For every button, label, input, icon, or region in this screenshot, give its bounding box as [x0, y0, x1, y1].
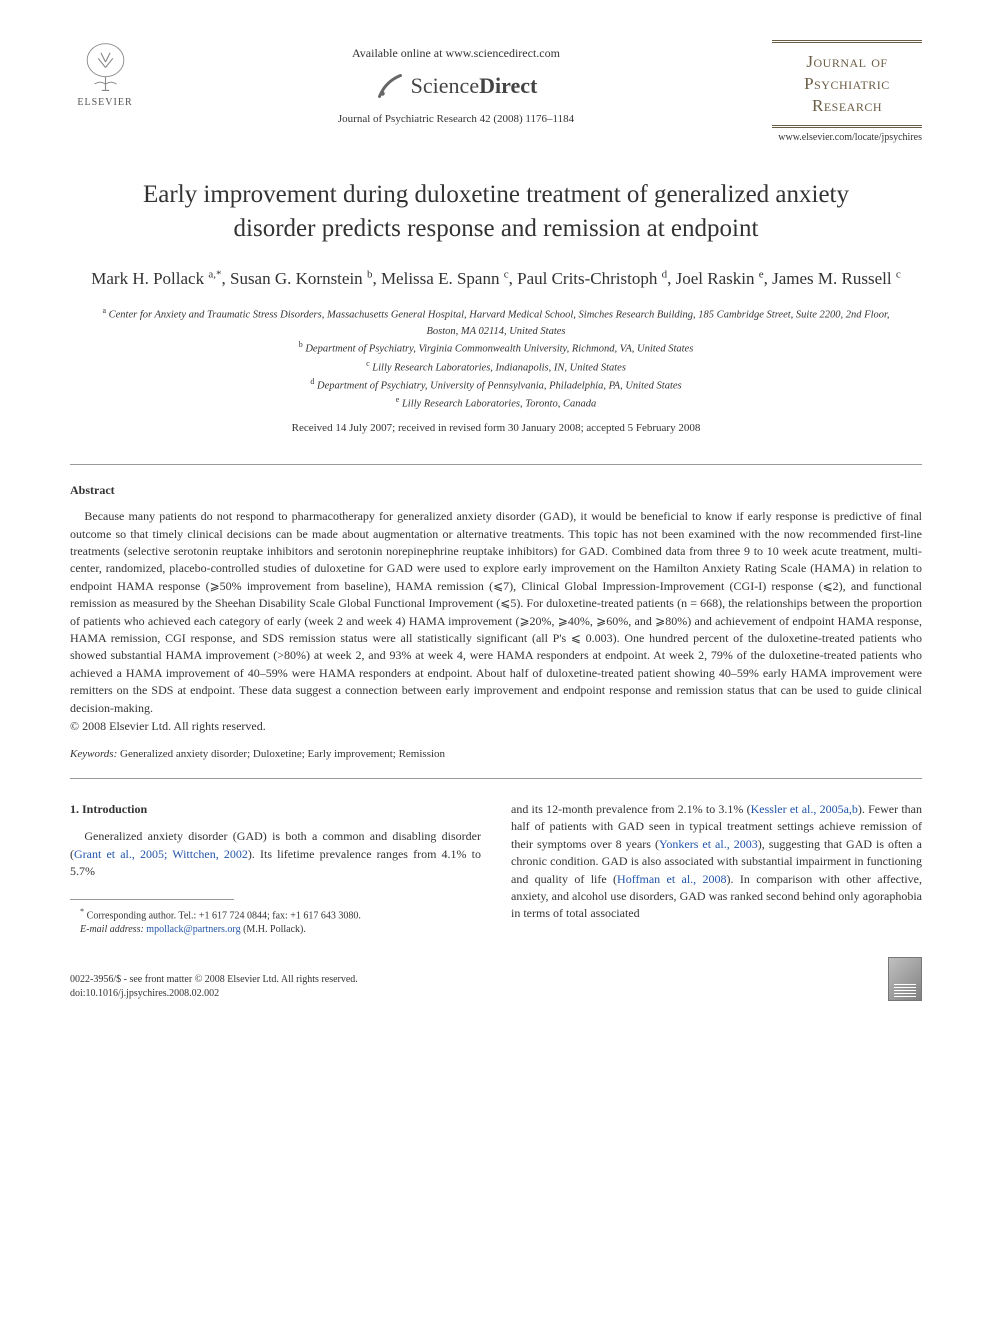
abstract-copyright: © 2008 Elsevier Ltd. All rights reserved…	[70, 719, 922, 734]
abstract-heading: Abstract	[70, 483, 922, 498]
journal-box-wrapper: Journal of Psychiatric Research www.else…	[772, 40, 922, 143]
corresponding-author-footnote: * Corresponding author. Tel.: +1 617 724…	[70, 906, 481, 923]
intro-right-para: and its 12-month prevalence from 2.1% to…	[511, 801, 922, 923]
footer-issn: 0022-3956/$ - see front matter © 2008 El…	[70, 973, 358, 987]
intro-right-pre: and its 12-month prevalence from 2.1% to…	[511, 802, 751, 816]
divider-bottom	[70, 778, 922, 779]
abstract-body: Because many patients do not respond to …	[70, 508, 922, 717]
email-footnote: E-mail address: mpollack@partners.org (M…	[70, 923, 481, 937]
footnote-corresponding: Corresponding author. Tel.: +1 617 724 0…	[87, 910, 361, 921]
elsevier-logo: ELSEVIER	[70, 40, 140, 108]
article-title: Early improvement during duloxetine trea…	[100, 178, 892, 246]
journal-title-box: Journal of Psychiatric Research	[772, 40, 922, 128]
affiliations-list: a Center for Anxiety and Traumatic Stres…	[100, 305, 892, 412]
right-column: and its 12-month prevalence from 2.1% to…	[511, 801, 922, 937]
keywords-line: Keywords: Generalized anxiety disorder; …	[70, 748, 922, 760]
footer-left: 0022-3956/$ - see front matter © 2008 El…	[70, 973, 358, 1001]
received-dates: Received 14 July 2007; received in revis…	[70, 422, 922, 434]
divider-top	[70, 464, 922, 465]
author-email-link[interactable]: mpollack@partners.org	[146, 924, 240, 935]
intro-left-para: Generalized anxiety disorder (GAD) is bo…	[70, 828, 481, 880]
journal-citation: Journal of Psychiatric Research 42 (2008…	[140, 113, 772, 125]
page-footer: 0022-3956/$ - see front matter © 2008 El…	[70, 957, 922, 1001]
affiliation-item: a Center for Anxiety and Traumatic Stres…	[100, 305, 892, 339]
journal-url: www.elsevier.com/locate/jpsychires	[772, 132, 922, 143]
affiliation-item: c Lilly Research Laboratories, Indianapo…	[100, 358, 892, 376]
elsevier-tree-icon	[78, 40, 133, 95]
sciencedirect-logo: ScienceDirect	[140, 71, 772, 101]
intro-heading: 1. Introduction	[70, 801, 481, 818]
sciencedirect-swoosh-icon	[375, 71, 405, 101]
ref-kessler[interactable]: Kessler et al., 2005a,b	[751, 802, 858, 816]
authors-list: Mark H. Pollack a,*, Susan G. Kornstein …	[90, 266, 902, 292]
sciencedirect-text: ScienceDirect	[411, 73, 538, 99]
ref-yonkers[interactable]: Yonkers et al., 2003	[659, 837, 758, 851]
footer-doi: doi:10.1016/j.jpsychires.2008.02.002	[70, 987, 358, 1001]
keywords-text: Generalized anxiety disorder; Duloxetine…	[120, 748, 445, 760]
journal-box-line3: Research	[776, 95, 918, 117]
affiliation-item: d Department of Psychiatry, University o…	[100, 376, 892, 394]
available-online-text: Available online at www.sciencedirect.co…	[140, 46, 772, 61]
journal-box-line1: Journal of	[776, 51, 918, 73]
center-header: Available online at www.sciencedirect.co…	[140, 40, 772, 125]
journal-box-line2: Psychiatric	[776, 73, 918, 95]
email-suffix: (M.H. Pollack).	[243, 924, 306, 935]
publisher-mark-icon	[888, 957, 922, 1001]
email-label: E-mail address:	[80, 924, 144, 935]
affiliation-item: b Department of Psychiatry, Virginia Com…	[100, 339, 892, 357]
affiliation-item: e Lilly Research Laboratories, Toronto, …	[100, 394, 892, 412]
page-header: ELSEVIER Available online at www.science…	[70, 40, 922, 143]
elsevier-label: ELSEVIER	[77, 97, 132, 108]
keywords-label: Keywords:	[70, 748, 117, 760]
body-columns: 1. Introduction Generalized anxiety diso…	[70, 801, 922, 937]
ref-grant-wittchen[interactable]: Grant et al., 2005; Wittchen, 2002	[74, 847, 248, 861]
left-column: 1. Introduction Generalized anxiety diso…	[70, 801, 481, 937]
footnote-divider	[70, 899, 234, 900]
ref-hoffman[interactable]: Hoffman et al., 2008	[617, 872, 726, 886]
